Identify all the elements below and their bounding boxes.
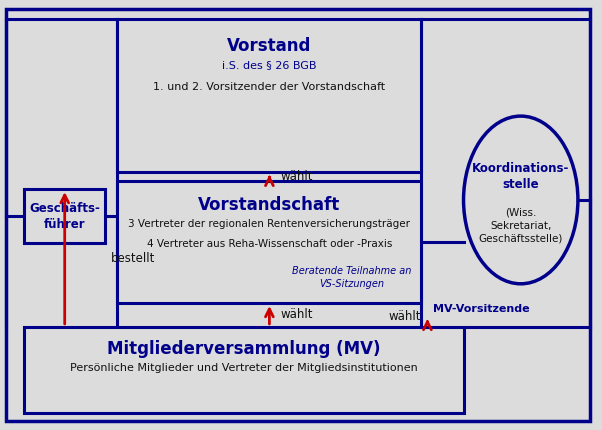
Bar	[117, 19, 421, 172]
Text: Beratende Teilnahme an
VS-Sitzungen: Beratende Teilnahme an VS-Sitzungen	[293, 266, 412, 289]
Text: wählt: wählt	[388, 310, 421, 322]
Text: 1. und 2. Vorsitzender der Vorstandschaft: 1. und 2. Vorsitzender der Vorstandschaf…	[154, 82, 385, 92]
Bar	[117, 181, 421, 303]
Text: MV-Vorsitzende: MV-Vorsitzende	[433, 304, 530, 314]
Text: Geschäfts-
führer: Geschäfts- führer	[29, 202, 100, 230]
Text: bestellt: bestellt	[111, 252, 156, 264]
Text: 4 Vertreter aus Reha-Wissenschaft oder -Praxis: 4 Vertreter aus Reha-Wissenschaft oder -…	[147, 239, 392, 249]
Text: Vorstand: Vorstand	[227, 37, 312, 55]
Text: Koordinations-
stelle: Koordinations- stelle	[472, 162, 569, 191]
Text: Persönliche Mitglieder und Vertreter der Mitgliedsinstitutionen: Persönliche Mitglieder und Vertreter der…	[70, 363, 418, 373]
Text: 3 Vertreter der regionalen Rentenversicherungsträger: 3 Vertreter der regionalen Rentenversich…	[128, 219, 411, 229]
Text: (Wiss.
Sekretariat,
Geschäftsstelle): (Wiss. Sekretariat, Geschäftsstelle)	[479, 208, 563, 244]
Bar	[24, 327, 464, 413]
Ellipse shape	[464, 116, 578, 284]
Text: Vorstandschaft: Vorstandschaft	[198, 196, 341, 214]
Text: i.S. des § 26 BGB: i.S. des § 26 BGB	[222, 60, 317, 70]
Bar	[24, 189, 105, 243]
Text: wählt: wählt	[281, 170, 312, 183]
Text: wählt: wählt	[281, 308, 312, 322]
Text: Mitgliederversammlung (MV): Mitgliederversammlung (MV)	[107, 340, 380, 358]
